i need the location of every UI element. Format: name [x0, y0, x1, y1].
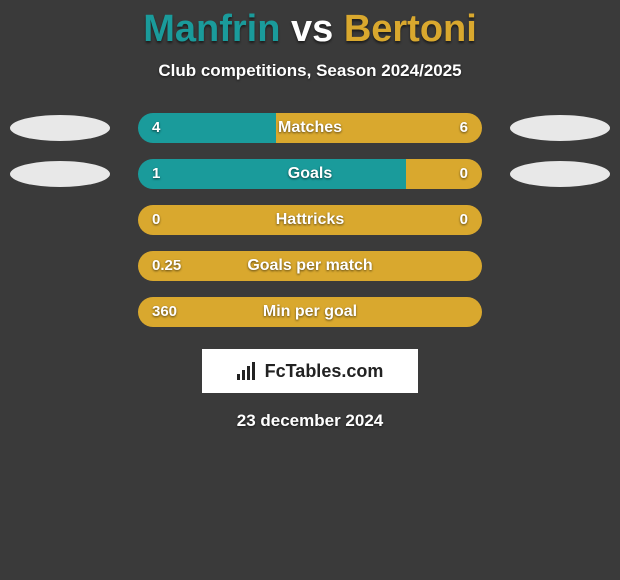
logo: FcTables.com	[237, 361, 384, 382]
page-title: Manfrin vs Bertoni	[0, 0, 620, 51]
player2-badge-oval	[510, 115, 610, 141]
logo-label: FcTables.com	[265, 361, 384, 382]
stat-bar: 10Goals	[138, 159, 482, 189]
stat-label: Hattricks	[138, 205, 482, 235]
stat-bar: 46Matches	[138, 113, 482, 143]
stat-bar: 360Min per goal	[138, 297, 482, 327]
stat-row: 10Goals	[0, 159, 620, 189]
stats-container: 46Matches 10Goals 00Hattricks 0.25Goals per…	[0, 113, 620, 327]
stat-label: Goals per match	[138, 251, 482, 281]
stat-row: 46Matches	[0, 113, 620, 143]
stat-bar: 0.25Goals per match	[138, 251, 482, 281]
stat-row: 360Min per goal	[0, 297, 620, 327]
player2-name: Bertoni	[344, 8, 477, 50]
stat-label: Min per goal	[138, 297, 482, 327]
player1-name: Manfrin	[143, 8, 280, 50]
player1-badge-oval	[10, 161, 110, 187]
logo-chart-icon	[237, 362, 259, 380]
subtitle: Club competitions, Season 2024/2025	[0, 61, 620, 81]
date-text: 23 december 2024	[0, 411, 620, 431]
player1-badge-oval	[10, 115, 110, 141]
stat-bar: 00Hattricks	[138, 205, 482, 235]
player2-badge-oval	[510, 161, 610, 187]
logo-box: FcTables.com	[202, 349, 418, 393]
vs-text: vs	[291, 8, 333, 50]
stat-label: Goals	[138, 159, 482, 189]
stat-row: 0.25Goals per match	[0, 251, 620, 281]
stat-row: 00Hattricks	[0, 205, 620, 235]
stat-label: Matches	[138, 113, 482, 143]
